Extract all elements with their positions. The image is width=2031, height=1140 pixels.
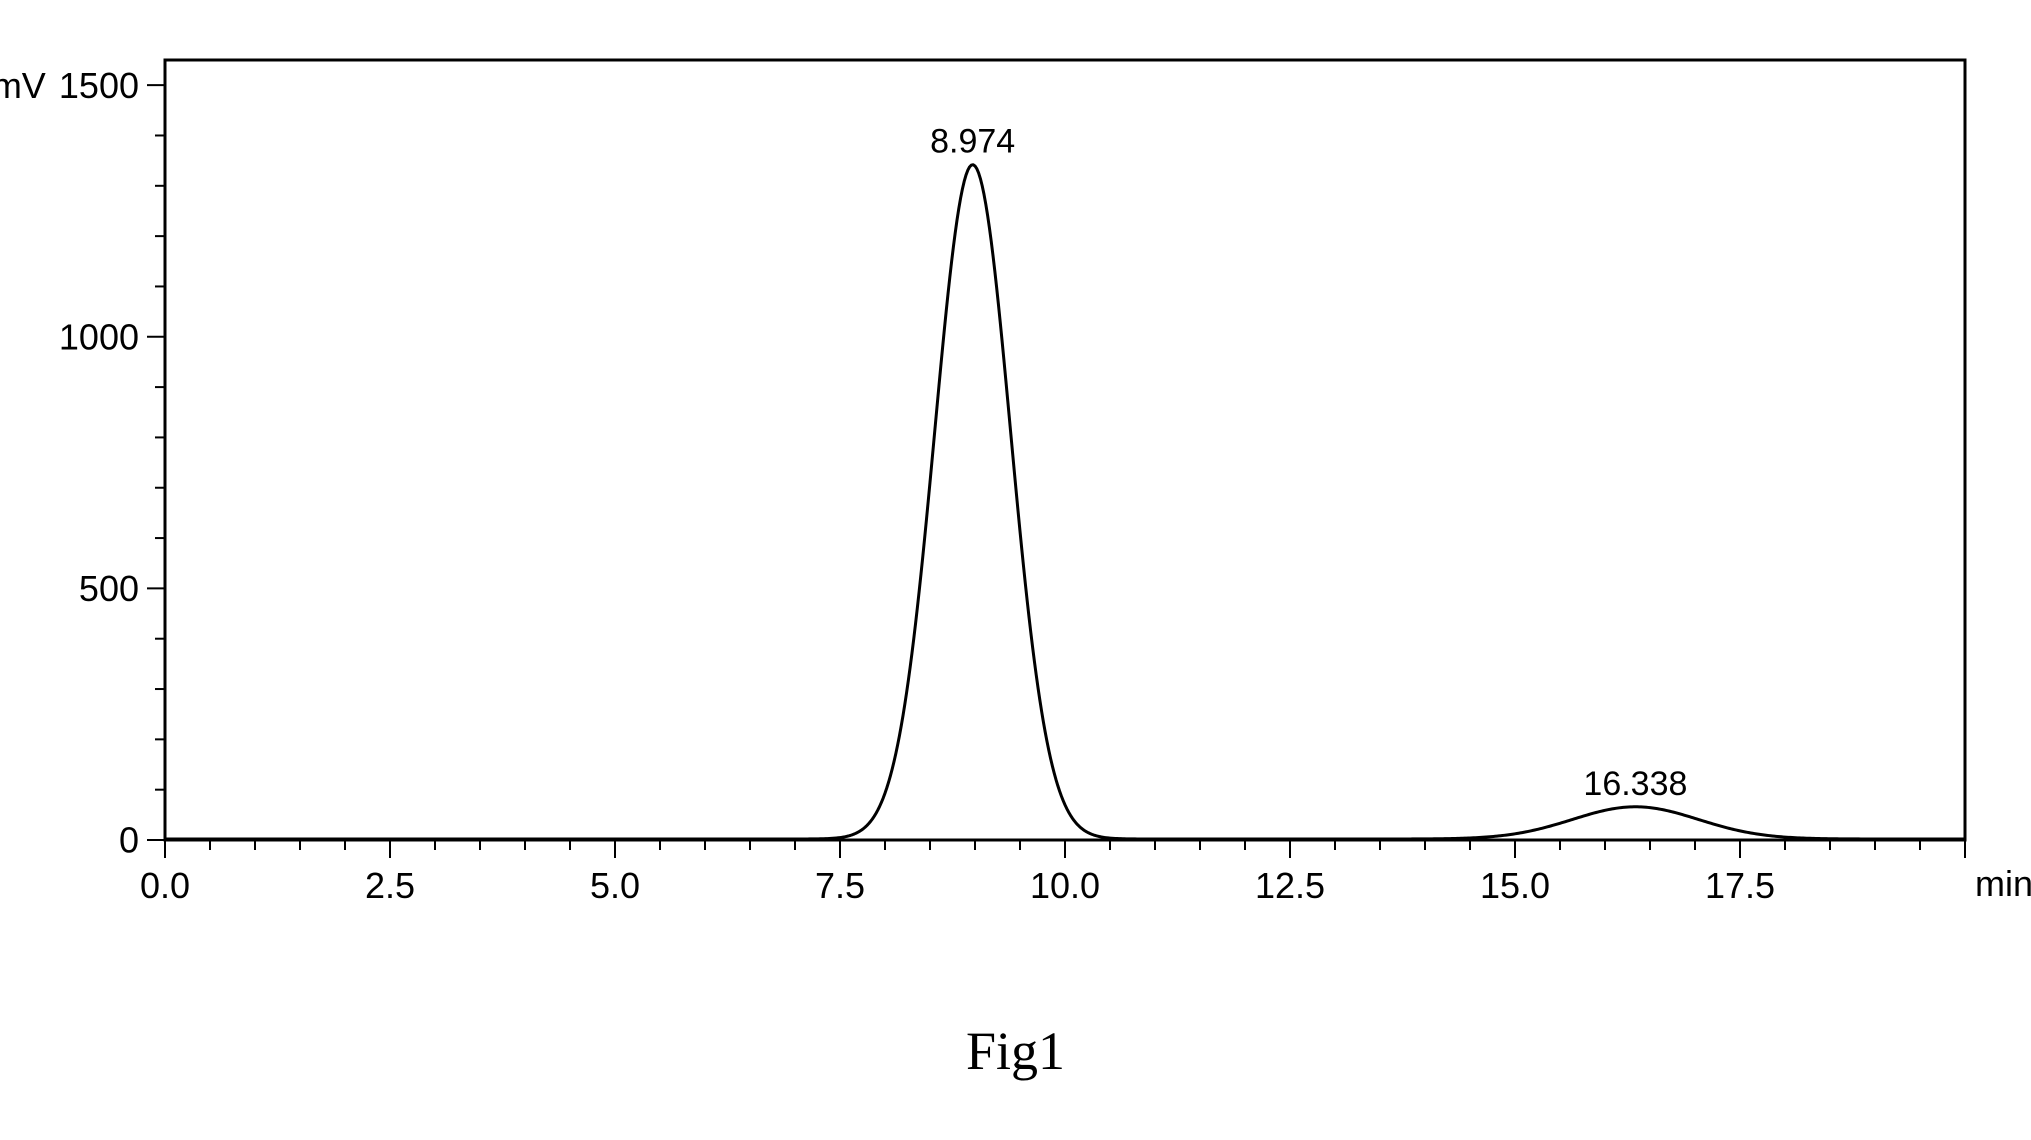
x-axis-label: min [1975,863,2031,904]
x-tick-label: 5.0 [590,865,640,906]
x-tick-label: 0.0 [140,865,190,906]
chromatogram-chart: 0.0 2.5 5.0 7.5 10.0 12.5 15.0 17.5 min 0 500 1000 1… [0,0,2031,1140]
plot-border [165,60,1965,840]
y-tick-label: 1000 [59,316,139,357]
peak-label: 16.338 [1583,765,1687,803]
y-tick-label: 500 [79,568,139,609]
page: 0.0 2.5 5.0 7.5 10.0 12.5 15.0 17.5 min 0 500 1000 1… [0,0,2031,1140]
figure-caption: Fig1 [0,1020,2031,1082]
x-tick-label: 10.0 [1030,865,1100,906]
x-tick-label: 2.5 [365,865,415,906]
y-axis-label: mV [0,65,46,106]
x-tick-label: 15.0 [1480,865,1550,906]
y-tick-label: 1500 [59,65,139,106]
x-tick-label: 7.5 [815,865,865,906]
peak-label: 8.974 [930,123,1015,161]
x-tick-label: 17.5 [1705,865,1775,906]
x-tick-label: 12.5 [1255,865,1325,906]
chromatogram-trace [165,165,1965,839]
y-tick-label: 0 [119,820,139,861]
